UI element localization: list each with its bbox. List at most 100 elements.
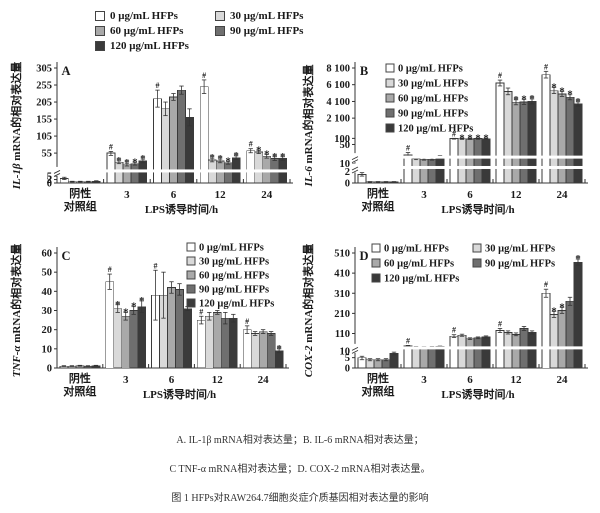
y-tick-label: 30 bbox=[42, 306, 53, 317]
y-tick-label: 5 bbox=[47, 172, 52, 183]
axis-break-squiggle bbox=[351, 166, 359, 171]
x-category-label: 6 bbox=[169, 374, 175, 386]
sig-star-marker: * bbox=[272, 151, 278, 163]
panel-letter: B bbox=[360, 64, 368, 78]
bar bbox=[449, 335, 459, 369]
sig-star-marker: * bbox=[276, 343, 282, 355]
bar bbox=[220, 317, 230, 369]
x-category-label: 12 bbox=[511, 189, 523, 201]
y-tick-label: 0 bbox=[47, 179, 52, 190]
legend-item: 90 μg/mL HFPs bbox=[215, 24, 343, 38]
sig-star-marker: * bbox=[115, 299, 121, 311]
bar bbox=[427, 158, 437, 184]
legend-item: 60 μg/mL HFPs bbox=[95, 24, 215, 38]
bar bbox=[473, 337, 483, 369]
x-category-label: 12 bbox=[215, 189, 227, 201]
x-category-label: 24 bbox=[258, 374, 270, 386]
bar bbox=[212, 312, 222, 369]
legend-swatch-icon bbox=[215, 26, 225, 36]
y-tick-label: 410 bbox=[334, 269, 350, 280]
x-category-label: 24 bbox=[557, 374, 569, 386]
y-tick-label: 10 bbox=[42, 344, 53, 355]
bar bbox=[457, 334, 467, 369]
legend-swatch-icon bbox=[371, 258, 381, 268]
sig-hash-marker: # bbox=[156, 81, 160, 90]
legend-swatch-icon bbox=[385, 78, 395, 88]
legend-swatch-icon bbox=[186, 242, 196, 252]
axis-break-band bbox=[355, 165, 585, 169]
bar bbox=[175, 289, 184, 369]
y-tick-label: 4 100 bbox=[326, 97, 350, 108]
bar bbox=[167, 287, 176, 369]
legend-swatch-icon bbox=[472, 258, 482, 268]
sig-hash-marker: # bbox=[452, 129, 456, 138]
legend-swatch-icon bbox=[385, 93, 395, 103]
bar bbox=[427, 346, 437, 369]
x-category-label: 对照组 bbox=[64, 199, 97, 213]
bar bbox=[266, 333, 276, 369]
y-tick-label: 50 bbox=[340, 140, 351, 151]
bar bbox=[549, 90, 559, 184]
bar bbox=[246, 150, 256, 184]
bar bbox=[113, 308, 123, 369]
bar bbox=[465, 138, 475, 184]
y-tick-label: 110 bbox=[335, 329, 350, 340]
legend-label: 30 μg/mL HFPs bbox=[485, 244, 555, 255]
bar bbox=[228, 317, 238, 369]
axis-break-squiggle bbox=[351, 156, 359, 161]
sig-star-marker: * bbox=[475, 132, 481, 144]
panel-letter: C bbox=[61, 249, 70, 263]
sig-star-marker: * bbox=[483, 132, 489, 144]
legend-label: 120 μg/mL HFPs bbox=[398, 124, 473, 135]
legend-swatch-icon bbox=[385, 63, 395, 73]
legend-label: 60 μg/mL HFPs bbox=[110, 25, 184, 37]
sig-hash-marker: # bbox=[249, 140, 253, 149]
y-tick-label: 155 bbox=[36, 115, 52, 126]
axis-break-squiggle bbox=[351, 159, 359, 164]
legend-label: 90 μg/mL HFPs bbox=[485, 259, 555, 270]
sig-hash-marker: # bbox=[154, 261, 158, 270]
legend-swatch-icon bbox=[186, 270, 196, 280]
bar bbox=[503, 332, 513, 369]
y-tick-label: 60 bbox=[42, 249, 53, 260]
bar bbox=[129, 310, 139, 369]
sig-star-marker: * bbox=[559, 85, 565, 97]
sig-star-marker: * bbox=[132, 156, 138, 168]
x-category-label: 3 bbox=[421, 374, 427, 386]
y-tick-label: 50 bbox=[42, 268, 53, 279]
sig-star-marker: * bbox=[559, 301, 565, 313]
x-category-label: 6 bbox=[467, 189, 473, 201]
y-tick-label: 310 bbox=[334, 289, 350, 300]
sig-star-marker: * bbox=[217, 153, 223, 165]
y-tick-label: 210 bbox=[334, 309, 350, 320]
legend-label: 0 μg/mL HFPs bbox=[110, 10, 178, 22]
sig-star-marker: * bbox=[264, 148, 270, 160]
legend-swatch-icon bbox=[186, 256, 196, 266]
sig-hash-marker: # bbox=[406, 336, 410, 345]
caption-line-1: A. IL-1β mRNA相对表达量；B. IL-6 mRNA相对表达量； bbox=[176, 435, 424, 446]
bar bbox=[565, 96, 575, 184]
y-axis-title: IL-1β mRNA的相对表达量 bbox=[9, 62, 23, 191]
bar bbox=[106, 152, 116, 184]
bar bbox=[527, 101, 537, 184]
x-category-label: 24 bbox=[261, 189, 273, 201]
legend-label: 60 μg/mL HFPs bbox=[384, 259, 454, 270]
axis-break-band bbox=[355, 155, 585, 159]
axis-break-squiggle bbox=[351, 346, 359, 351]
legend-item: 0 μg/mL HFPs bbox=[95, 9, 215, 23]
sig-hash-marker: # bbox=[406, 144, 410, 153]
sig-star-marker: * bbox=[233, 150, 239, 162]
sig-star-marker: * bbox=[116, 155, 122, 167]
axis-break-band bbox=[57, 169, 290, 173]
legend-label: 120 μg/mL HFPs bbox=[110, 40, 189, 52]
bar bbox=[573, 261, 583, 369]
bar bbox=[419, 158, 429, 184]
legend-label: 0 μg/mL HFPs bbox=[398, 64, 463, 75]
legend-swatch-icon bbox=[95, 26, 105, 36]
bar bbox=[473, 138, 483, 184]
legend-swatch-icon bbox=[186, 298, 196, 308]
bar bbox=[389, 353, 399, 369]
x-axis-title: LPS诱导时间/h bbox=[441, 202, 514, 216]
